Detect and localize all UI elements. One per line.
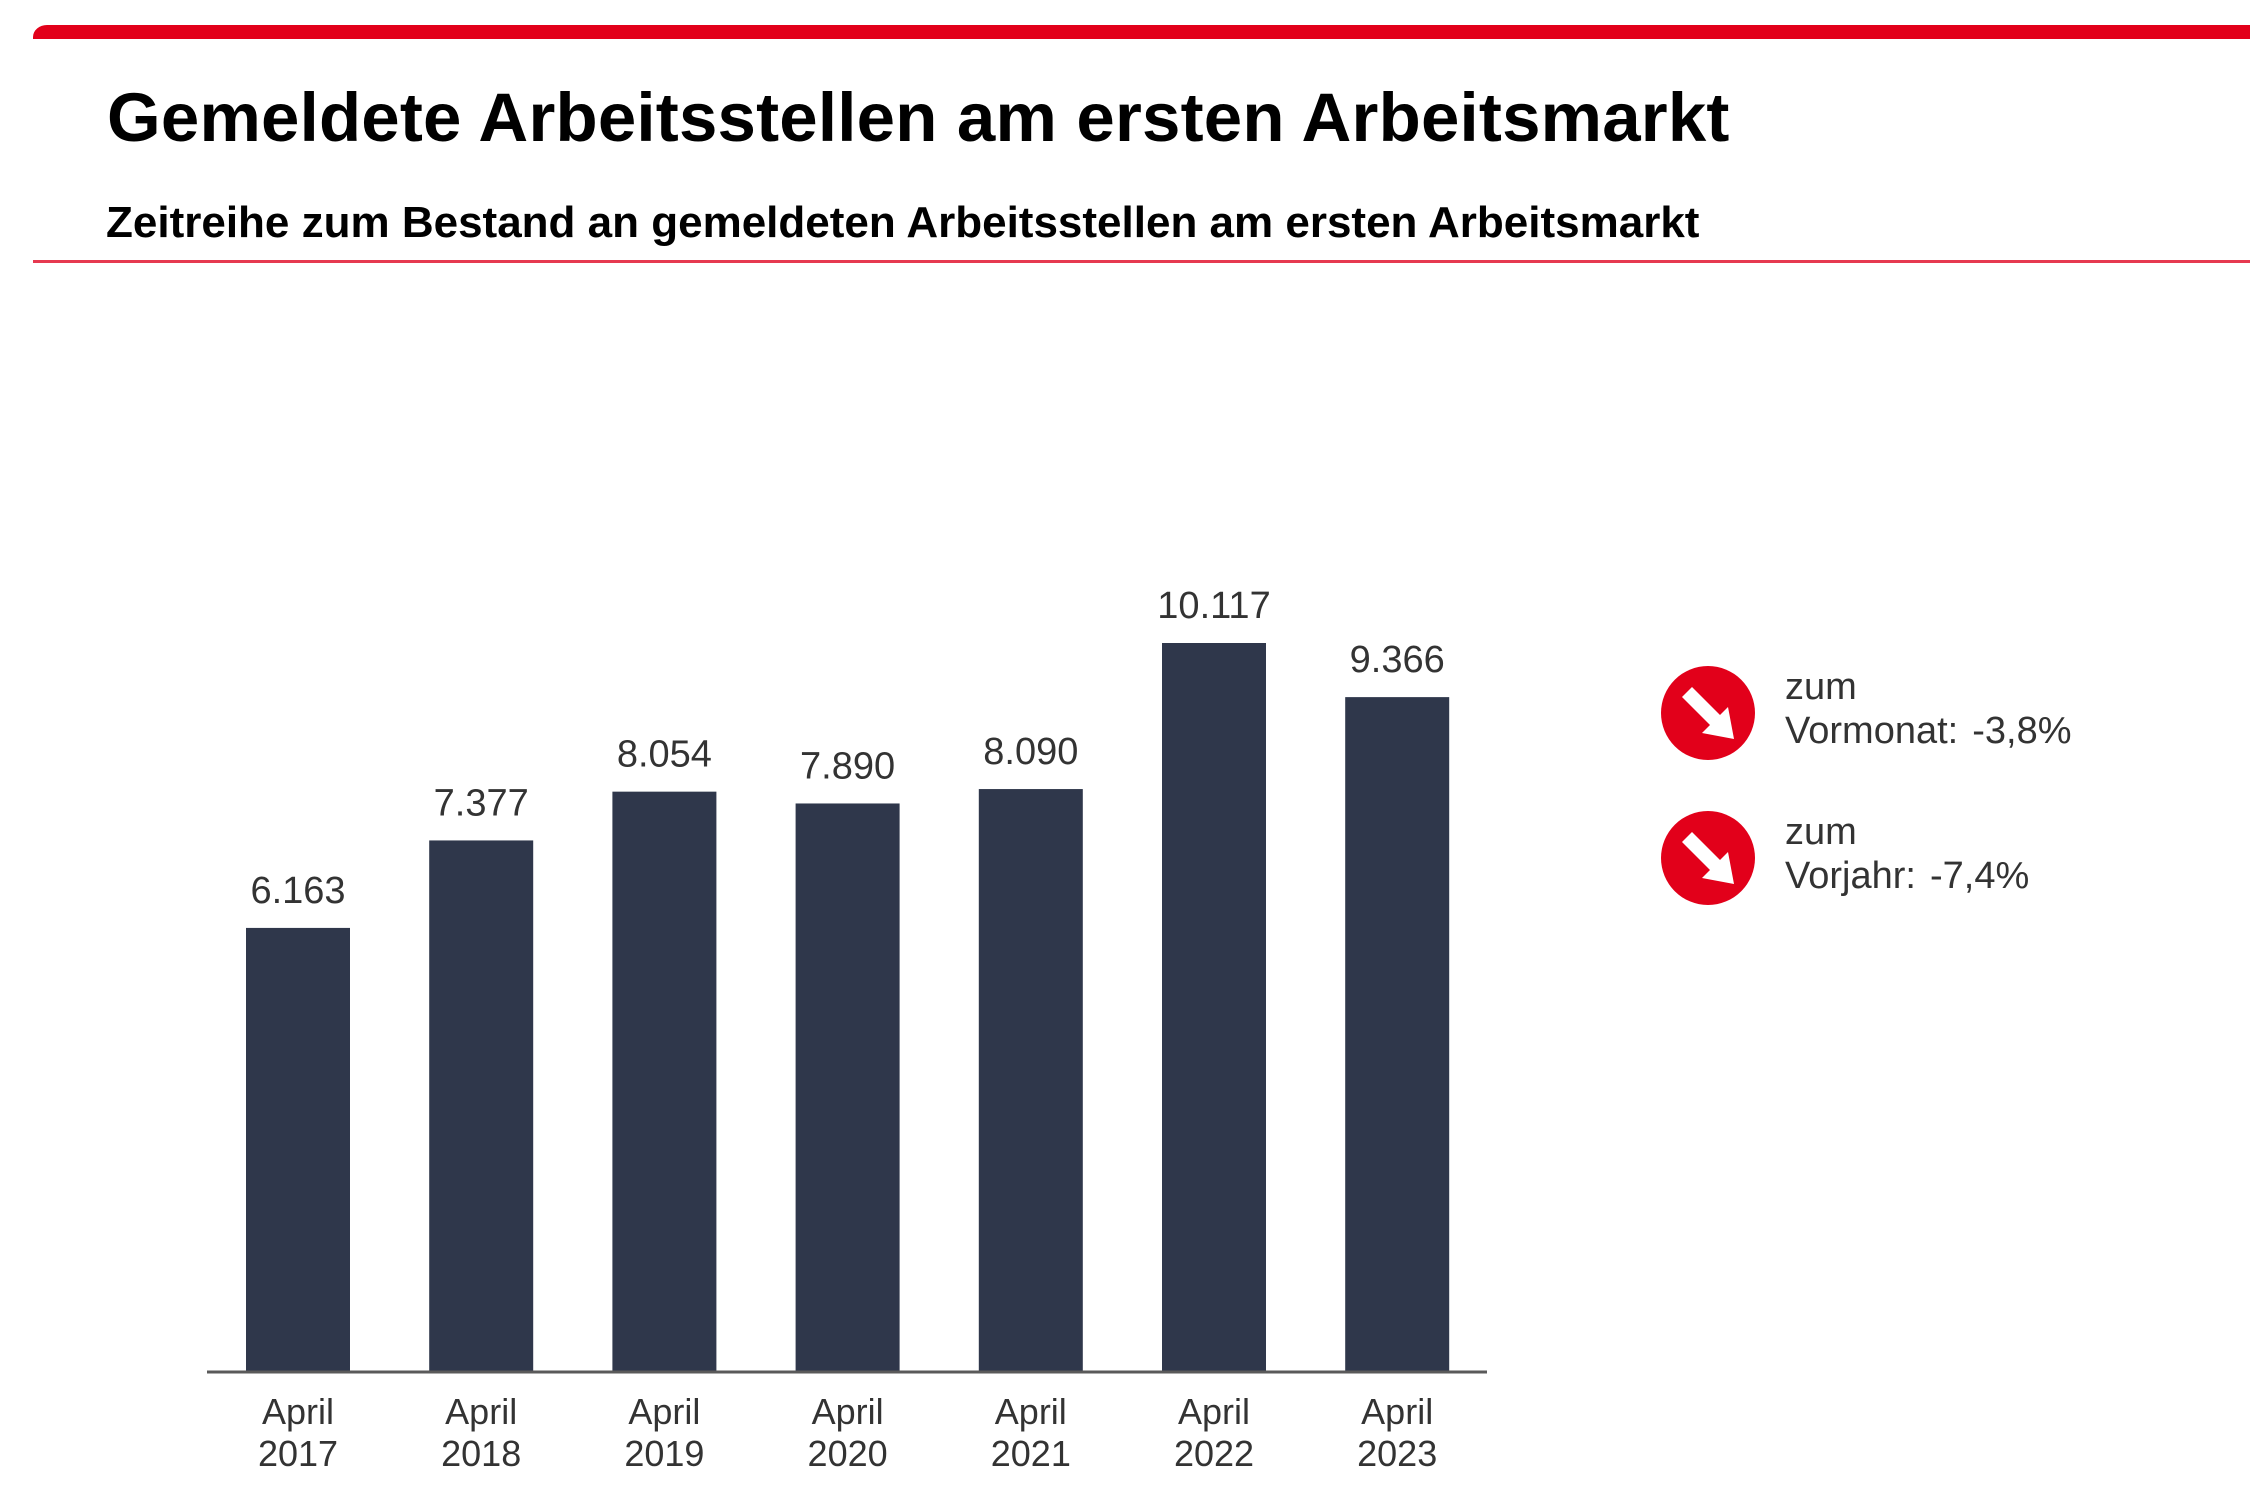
x-tick-label: 2022 [1174, 1433, 1254, 1474]
bar [1345, 697, 1450, 1372]
indicator-vorjahr: zum Vorjahr: -7,4% [1660, 810, 2220, 920]
x-tick-label: 2019 [624, 1433, 704, 1474]
x-tick-label: 2023 [1357, 1433, 1437, 1474]
value-label: 6.163 [250, 870, 345, 912]
x-tick-label: April [628, 1391, 700, 1432]
value-label: 8.054 [617, 734, 712, 776]
x-tick-labels-group: April2017April2018April2019April2020Apri… [258, 1391, 1437, 1474]
header-divider [33, 260, 2250, 263]
x-tick-label: 2021 [991, 1433, 1071, 1474]
x-tick-label: April [812, 1391, 884, 1432]
x-tick-label: April [262, 1391, 334, 1432]
page-title: Gemeldete Arbeitsstellen am ersten Arbei… [107, 79, 1730, 156]
indicator-value: -7,4% [1929, 855, 2030, 897]
indicator-value: -3,8% [1972, 710, 2072, 752]
page-subtitle: Zeitreihe zum Bestand an gemeldeten Arbe… [106, 198, 1700, 247]
bars-group [246, 643, 1450, 1372]
bar [246, 927, 350, 1372]
x-tick-label: April [445, 1391, 517, 1432]
value-label: 8.090 [983, 731, 1078, 773]
bar [1162, 643, 1266, 1372]
indicator-label: Vormonat: [1785, 710, 1959, 752]
x-tick-label: April [1361, 1391, 1433, 1432]
x-tick-label: April [995, 1391, 1067, 1432]
value-labels-group: 6.163 7.377 8.054 7.890 8.090 10.117 9.366 [250, 585, 1444, 912]
bar [429, 840, 534, 1372]
bar [612, 791, 717, 1372]
bar [978, 789, 1083, 1372]
x-tick-label: 2018 [441, 1433, 521, 1474]
indicator-line: Vormonat: -3,8% [1785, 709, 2072, 753]
value-label: 7.890 [800, 745, 895, 787]
bar [795, 803, 900, 1372]
indicator-prefix: zum [1785, 811, 1857, 853]
indicator-label: Vorjahr: [1785, 855, 1916, 897]
value-label: 9.366 [1350, 639, 1445, 681]
x-tick-label: April [1178, 1391, 1250, 1432]
x-tick-label: 2017 [258, 1433, 338, 1474]
value-label: 7.377 [434, 782, 529, 824]
value-label: 10.117 [1157, 585, 1270, 627]
x-tick-label: 2020 [808, 1433, 888, 1474]
header-accent-bar [33, 25, 2250, 39]
indicator-vormonat: zum Vormonat: -3,8% [1660, 665, 2220, 775]
indicator-prefix: zum [1785, 666, 1857, 708]
indicator-line: Vorjahr: -7,4% [1785, 854, 2029, 898]
arrow-down-right-icon [1661, 811, 1755, 905]
arrow-down-right-icon [1661, 666, 1755, 760]
